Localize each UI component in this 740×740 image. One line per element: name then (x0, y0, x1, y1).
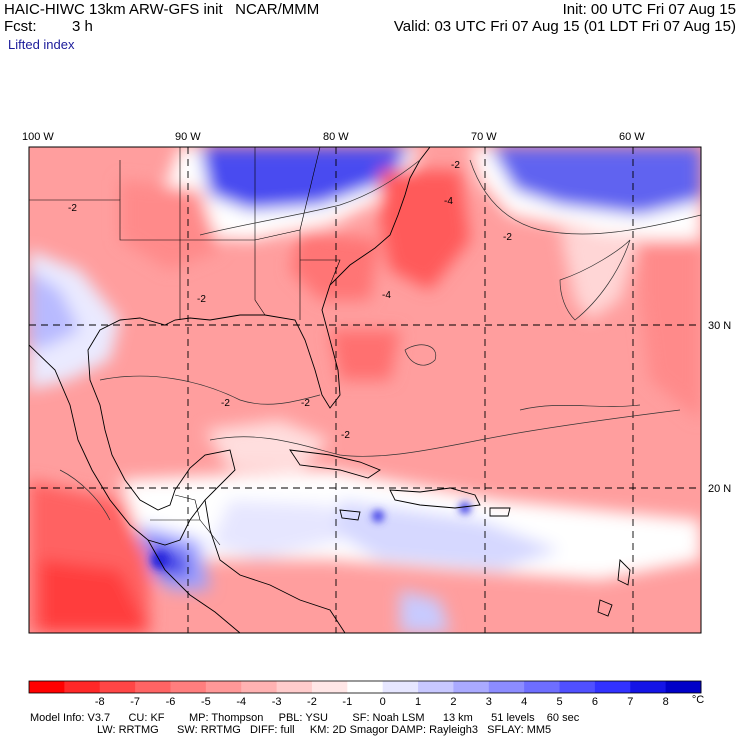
colorbar-tick-label: 7 (627, 696, 634, 708)
colorbar-swatch (241, 681, 278, 693)
colorbar-tick-label: -4 (236, 696, 247, 708)
lon-label: 90 W (175, 131, 201, 143)
colorbar-swatch (205, 681, 242, 693)
contour-label: -4 (444, 196, 453, 207)
contour-label: -2 (503, 232, 512, 243)
lat-label: 30 N (708, 320, 731, 332)
colorbar-tick-label: 2 (450, 696, 457, 708)
colorbar-tick-label: 4 (521, 696, 528, 708)
contour-label: -2 (221, 398, 230, 409)
colorbar (28, 680, 702, 694)
lon-label: 80 W (323, 131, 349, 143)
colorbar-tick-label: 1 (414, 696, 422, 708)
colorbar-tick-label: 0 (379, 696, 386, 708)
colorbar-tick-label: 5 (556, 696, 563, 708)
field-name: Lifted index (8, 37, 75, 52)
init-time: Init: 00 UTC Fri 07 Aug 15 (562, 1, 736, 18)
colorbar-swatch (170, 681, 207, 693)
colorbar-tick-label: -2 (307, 696, 317, 708)
contour-label: -4 (382, 290, 391, 301)
colorbar-swatch (594, 681, 631, 693)
lon-label: 70 W (471, 131, 497, 143)
lon-label: 60 W (619, 131, 645, 143)
model-info-line1: Model Info: V3.7 CU: KF MP: Thompson PBL… (30, 712, 580, 724)
model-info-line2: LW: RRTMG SW: RRTMG DIFF: full KM: 2D Sm… (97, 724, 552, 736)
contour-value-labels: -2 -2 -2 -4 -4 -2 -2 -2 -2 (68, 160, 512, 441)
colorbar-tick-label: -8 (94, 696, 105, 708)
coastlines (29, 147, 631, 633)
colorbar-swatch (488, 681, 525, 693)
colorbar-tick-label: -7 (130, 696, 140, 708)
contour-label: -2 (451, 160, 460, 171)
contour-label: -2 (197, 294, 206, 305)
colorbar-unit: °C (691, 694, 705, 706)
axis-labels: 100 W 90 W 80 W 70 W 60 W 30 N 20 N (22, 131, 731, 495)
lat-label: 20 N (708, 483, 731, 495)
map-frame (28, 146, 702, 634)
colorbar-swatch (382, 681, 419, 693)
contour-lines (59, 159, 701, 521)
colorbar-swatch (311, 681, 348, 693)
colorbar-swatch (665, 681, 702, 693)
colorbar-swatch (524, 681, 561, 693)
graticule (29, 147, 701, 633)
colorbar-swatch (29, 681, 65, 693)
colorbar-swatch (347, 681, 384, 693)
colorbar-tick-label: -1 (342, 696, 353, 708)
colorbar-swatch (418, 681, 454, 693)
colorbar-swatch (64, 681, 101, 693)
colorbar-tick-label: 8 (662, 696, 669, 708)
colorbar-tick-label: 6 (591, 696, 598, 708)
political-borders (29, 147, 341, 546)
shaded-field (29, 147, 701, 633)
forecast-hour: 3 h (72, 18, 93, 35)
lon-label: 100 W (22, 131, 54, 143)
colorbar-swatch (630, 681, 667, 693)
colorbar-swatch (99, 681, 136, 693)
valid-time: Valid: 03 UTC Fri 07 Aug 15 (01 LDT Fri … (393, 18, 736, 35)
colorbar-swatch (453, 681, 490, 693)
colorbar-swatch (559, 681, 596, 693)
colorbar-tick-label: -3 (271, 696, 282, 708)
colorbar-tick-label: 3 (485, 696, 492, 708)
colorbar-swatch (135, 681, 171, 693)
contour-label: -2 (341, 430, 350, 441)
forecast-label: Fcst: (4, 18, 37, 35)
colorbar-tick-label: -5 (200, 696, 211, 708)
colorbar-frame (28, 680, 702, 694)
colorbar-swatch (276, 681, 313, 693)
model-title: HAIC-HIWC 13km ARW-GFS init NCAR/MMM (4, 1, 320, 18)
contour-label: -2 (68, 203, 77, 214)
colorbar-tick-label: -6 (165, 696, 176, 708)
contour-label: -2 (301, 398, 310, 409)
